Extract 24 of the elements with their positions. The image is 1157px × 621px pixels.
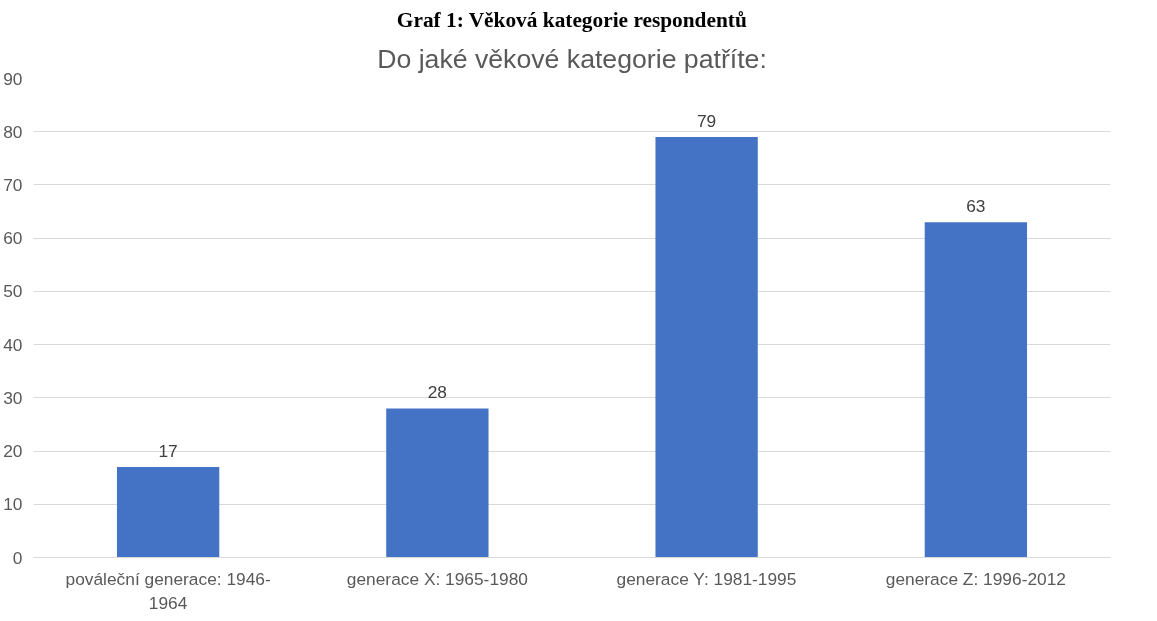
y-tick-label: 70 — [3, 174, 23, 195]
y-tick-label: 50 — [3, 281, 23, 302]
x-tick-label: generace Y: 1981-1995 — [616, 568, 797, 589]
y-tick-label: 80 — [3, 121, 23, 142]
y-tick-label: 90 — [3, 68, 23, 89]
x-tick-label: generace Z: 1996-2012 — [885, 568, 1066, 589]
data-label: 63 — [966, 196, 986, 217]
data-label: 28 — [427, 382, 448, 403]
y-tick-label: 20 — [3, 441, 23, 462]
y-tick-label: 40 — [3, 334, 23, 355]
chart-title: Graf 1: Věková kategorie respondentů — [396, 7, 747, 32]
y-tick-label: 30 — [3, 387, 23, 408]
data-label: 79 — [696, 111, 717, 132]
x-tick-label: generace X: 1965-1980 — [346, 568, 528, 589]
chart-subtitle: Do jaké věkové kategorie patříte: — [377, 43, 767, 74]
bar — [116, 467, 220, 558]
bar — [924, 222, 1028, 558]
y-tick-label: 60 — [3, 228, 23, 249]
x-tick-label: pováleční generace: 1946-1964 — [65, 568, 271, 613]
bar — [386, 408, 489, 558]
data-label: 17 — [158, 441, 178, 462]
y-tick-label: 10 — [3, 494, 23, 515]
bar — [655, 137, 758, 558]
y-tick-label: 0 — [12, 547, 23, 568]
